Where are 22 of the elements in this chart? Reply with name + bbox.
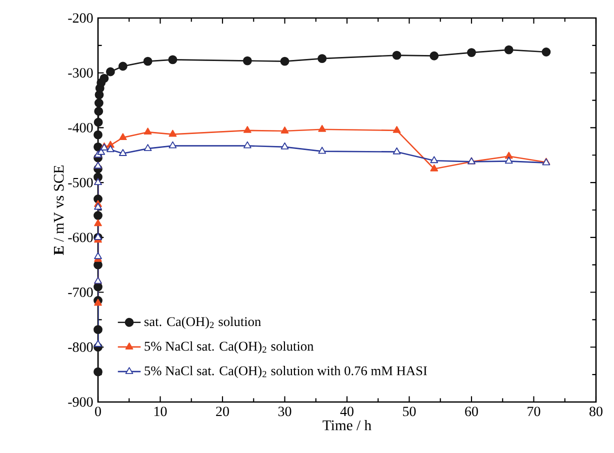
x-tick-label: 0 <box>95 406 101 416</box>
x-tick-label: 70 <box>528 406 540 416</box>
y-tick-label: -200 <box>68 13 93 23</box>
y-axis-title: E / mV vs SCE <box>54 166 64 255</box>
x-tick-label: 50 <box>403 406 416 416</box>
y-tick-label: -300 <box>68 68 93 78</box>
legend-label: 5% NaCl sat. Ca(OH)$_{2}$ solution <box>144 341 314 354</box>
y-tick-label: -600 <box>68 232 93 242</box>
x-tick-label: 30 <box>278 406 292 416</box>
y-tick-label: -400 <box>68 122 93 132</box>
x-tick-label: 60 <box>465 406 478 416</box>
legend-label: sat. Ca(OH)$_{2}$ solution <box>144 316 261 329</box>
x-tick-label: 20 <box>216 406 229 416</box>
y-tick-label: -700 <box>68 288 93 298</box>
legend-label: 5% NaCl sat. Ca(OH)$_{2}$ solution with 0.76 mM HASI <box>144 366 427 378</box>
x-axis-title: Time / h <box>322 420 372 430</box>
y-tick-label: -900 <box>68 397 93 407</box>
x-tick-label: 80 <box>590 406 602 416</box>
y-tick-label: -800 <box>68 342 93 352</box>
x-tick-label: 10 <box>154 406 167 416</box>
x-tick-label: 40 <box>340 406 354 416</box>
y-tick-label: -500 <box>68 178 93 188</box>
